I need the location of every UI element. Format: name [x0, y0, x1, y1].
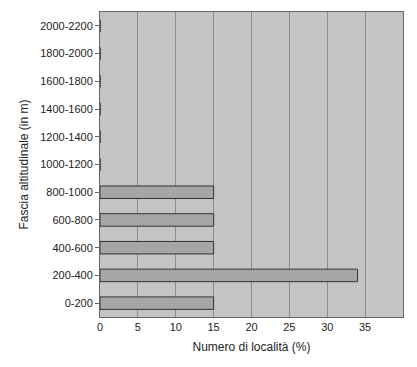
svg-text:0: 0: [97, 321, 103, 333]
svg-text:2000-2200: 2000-2200: [40, 20, 93, 32]
svg-text:1000-1200: 1000-1200: [40, 158, 93, 170]
svg-text:10: 10: [170, 321, 182, 333]
svg-text:1600-1800: 1600-1800: [40, 75, 93, 87]
svg-text:35: 35: [359, 321, 371, 333]
svg-text:400-600: 400-600: [52, 242, 92, 254]
svg-text:Numero di località (%): Numero di località (%): [192, 340, 310, 354]
svg-text:30: 30: [321, 321, 333, 333]
svg-text:20: 20: [245, 321, 257, 333]
svg-text:800-1000: 800-1000: [46, 186, 93, 198]
svg-text:1400-1600: 1400-1600: [40, 103, 93, 115]
svg-text:0-200: 0-200: [65, 297, 93, 309]
svg-text:1200-1400: 1200-1400: [40, 131, 93, 143]
svg-text:5: 5: [135, 321, 141, 333]
svg-text:Fascia altitudinale (in m): Fascia altitudinale (in m): [17, 99, 31, 229]
svg-text:200-400: 200-400: [52, 269, 92, 281]
svg-text:15: 15: [208, 321, 220, 333]
svg-text:600-800: 600-800: [52, 214, 92, 226]
svg-text:25: 25: [283, 321, 295, 333]
svg-text:1800-2000: 1800-2000: [40, 47, 93, 59]
